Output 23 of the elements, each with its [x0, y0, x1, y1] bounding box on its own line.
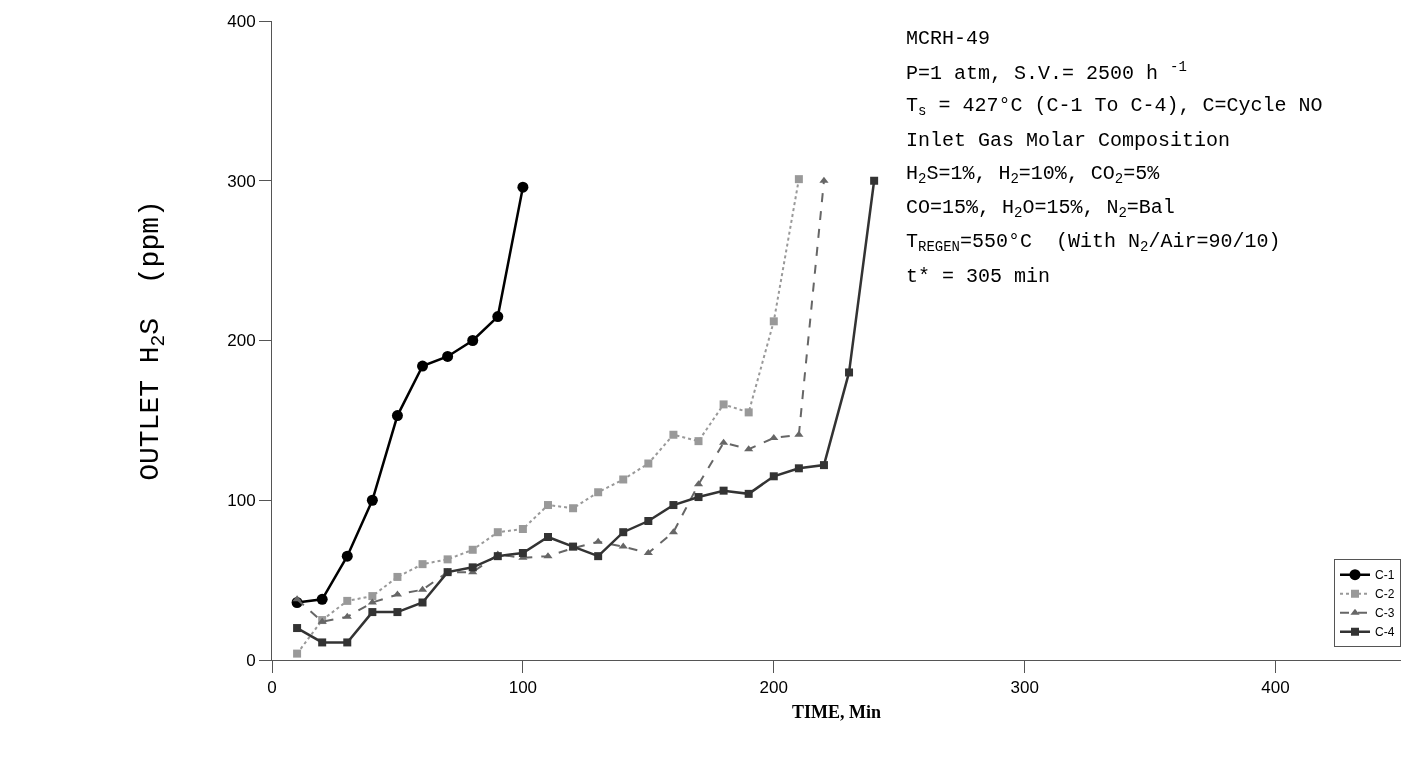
- annotation: Inlet Gas Molar Composition: [906, 129, 1231, 152]
- x-tick-label: 200: [759, 678, 788, 698]
- x-axis-title: TIME, Min: [791, 701, 882, 722]
- annotation: MCRH-49: [906, 27, 991, 50]
- y-tick-label: 200: [227, 331, 256, 351]
- legend-label: C-4: [1375, 625, 1395, 640]
- y-tick-label: 100: [227, 491, 256, 511]
- x-tick-label: 100: [508, 678, 538, 698]
- legend-label: C-2: [1375, 587, 1395, 602]
- legend-label: C-3: [1375, 606, 1395, 621]
- x-tick-label: 400: [1261, 678, 1290, 698]
- annotation: H$_{2}$S=1%, H$_{2}$=10%, CO$_{2}$=5%: [906, 162, 1161, 188]
- x-tick-label: 0: [267, 678, 277, 698]
- x-tick-label: 300: [1010, 678, 1039, 698]
- annotation: T$_{s}$ = 427°C (C-1 To C-4), C=Cycle NO: [906, 94, 1323, 120]
- annotation: CO=15%, H$_{2}$O=15%, N$_{2}$=Bal: [906, 196, 1175, 222]
- y-tick-label: 400: [227, 11, 256, 31]
- y-tick-label: 300: [227, 171, 256, 191]
- annotation: t* = 305 min: [906, 265, 1051, 288]
- legend-label: C-1: [1375, 568, 1395, 583]
- annotation: P=1 atm, S.V.= 2500 h $^{-1}$: [906, 59, 1187, 86]
- annotation: T$_{REGEN}$=550°C (With N$_{2}$/Air=90/10): [906, 230, 1281, 256]
- y-tick-label: 0: [246, 650, 256, 670]
